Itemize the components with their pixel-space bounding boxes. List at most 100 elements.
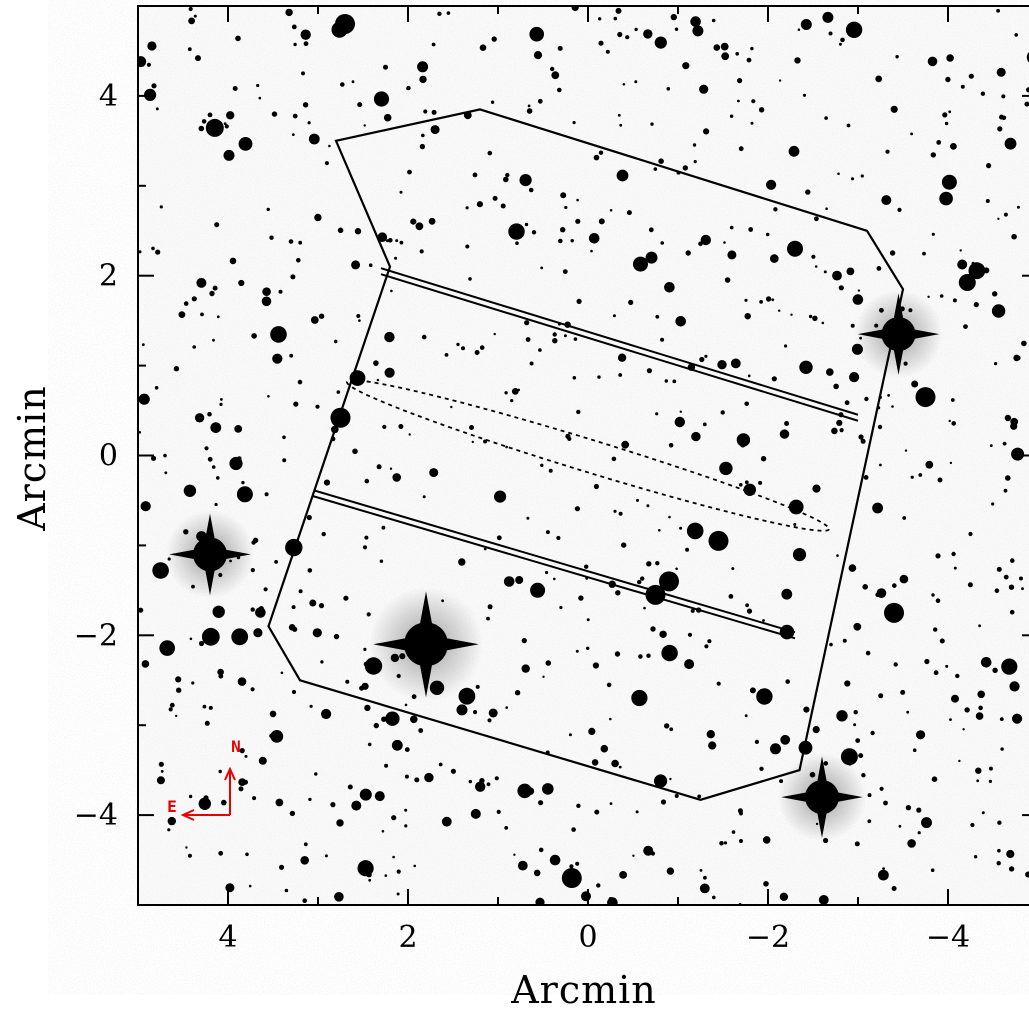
star: [699, 869, 703, 872]
star: [376, 378, 380, 382]
star: [468, 277, 472, 281]
star: [572, 376, 577, 380]
star: [389, 467, 393, 470]
star: [898, 824, 902, 828]
star: [706, 730, 715, 739]
star: [359, 685, 365, 691]
star: [693, 160, 697, 164]
star: [949, 718, 952, 721]
star: [138, 250, 142, 254]
star: [858, 753, 864, 759]
chip-gap-line: [380, 267, 859, 416]
star: [250, 687, 255, 692]
star: [600, 744, 609, 753]
star: [617, 353, 627, 362]
star: [253, 628, 263, 638]
star: [300, 856, 310, 865]
star: [1024, 101, 1029, 107]
star: [384, 331, 395, 343]
detector-outline: [267, 108, 905, 801]
star: [949, 461, 953, 465]
star: [661, 644, 678, 662]
star: [848, 564, 857, 572]
star: [779, 429, 790, 439]
star: [924, 658, 930, 665]
star: [754, 739, 760, 745]
star: [200, 312, 204, 317]
star: [183, 484, 197, 497]
star: [531, 230, 537, 235]
star: [376, 464, 382, 470]
star: [368, 263, 373, 268]
star: [303, 842, 308, 847]
star: [321, 708, 332, 720]
star: [618, 765, 622, 769]
star: [1019, 576, 1023, 581]
star: [836, 710, 848, 722]
star: [545, 570, 549, 575]
star: [496, 535, 502, 541]
star: [269, 235, 274, 240]
bright-star: [787, 240, 803, 257]
star: [618, 511, 623, 516]
x-tick-label: −2: [746, 920, 790, 955]
star-core: [708, 530, 729, 551]
star: [992, 291, 998, 297]
star: [828, 31, 833, 36]
star: [611, 456, 617, 462]
star: [469, 425, 474, 430]
star: [650, 626, 656, 632]
y-tick-label: 0: [99, 439, 118, 474]
star: [832, 270, 842, 281]
star: [594, 809, 600, 815]
star: [895, 55, 899, 59]
star: [320, 660, 324, 664]
star: [465, 244, 470, 249]
star: [250, 568, 255, 573]
star: [391, 815, 397, 821]
star: [648, 227, 654, 233]
star: [517, 783, 532, 799]
star-core: [193, 537, 227, 572]
star: [682, 165, 688, 171]
star: [261, 296, 272, 307]
star: [216, 476, 220, 480]
star: [219, 402, 223, 406]
star: [575, 861, 580, 866]
star: [164, 471, 168, 475]
star: [618, 373, 623, 377]
star: [748, 227, 754, 232]
star: [905, 805, 912, 811]
star: [839, 428, 844, 433]
star-core: [330, 407, 351, 428]
star: [446, 11, 451, 15]
star: [413, 864, 417, 868]
star: [655, 561, 660, 566]
star: [393, 713, 397, 717]
star: [674, 794, 679, 798]
star: [302, 898, 308, 903]
star: [202, 704, 207, 709]
star: [438, 762, 443, 767]
star: [191, 296, 197, 302]
star: [207, 112, 213, 118]
star: [864, 396, 869, 402]
star: [879, 786, 884, 791]
star: [891, 886, 897, 891]
star: [650, 122, 654, 126]
star: [533, 51, 543, 60]
star: [720, 410, 725, 415]
star: [307, 568, 313, 573]
star: [692, 25, 704, 37]
star: [625, 35, 630, 40]
star: [289, 810, 296, 817]
star: [530, 582, 546, 598]
star: [155, 107, 159, 111]
star: [526, 516, 530, 520]
star-field: [138, 6, 1029, 905]
star: [844, 680, 851, 687]
star: [318, 603, 325, 609]
star: [765, 296, 772, 302]
star: [927, 295, 930, 298]
